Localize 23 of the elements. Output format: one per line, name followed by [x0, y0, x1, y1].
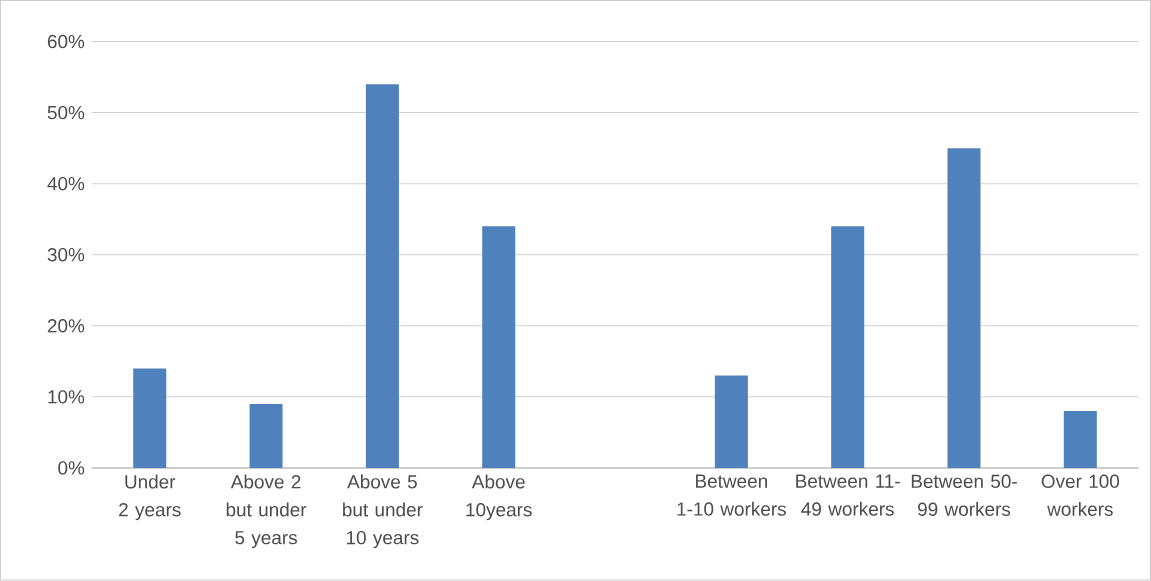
y-tick-label: 60% — [47, 35, 85, 49]
y-tick-label: 10% — [48, 390, 85, 404]
x-tick-label: Under 2 years — [119, 474, 181, 521]
bar — [947, 148, 981, 469]
bar — [365, 84, 399, 469]
bar — [133, 368, 167, 469]
y-tick-label: 50% — [47, 106, 85, 120]
y-tick-label: 0% — [58, 461, 85, 475]
bar — [714, 375, 748, 469]
x-tick-label: Above 5 but under 10 years — [343, 474, 423, 549]
bar — [831, 226, 865, 469]
y-tick-label: 20% — [47, 319, 85, 333]
bar — [482, 226, 516, 469]
bar — [249, 404, 283, 469]
x-tick-label: Above 10years — [466, 474, 532, 521]
x-tick-label: Above 2 but under 5 years — [226, 474, 307, 549]
x-tick-label: Between 1-10 workers — [677, 474, 786, 517]
bar — [1063, 411, 1097, 469]
x-tick-label: Over 100 workers — [1041, 474, 1120, 517]
y-tick-label: 40% — [47, 177, 85, 191]
x-tick-label: Between 11-49 workers — [796, 474, 900, 517]
x-tick-label: Between 50-99 workers — [911, 474, 1017, 517]
y-tick-label: 30% — [47, 248, 85, 262]
